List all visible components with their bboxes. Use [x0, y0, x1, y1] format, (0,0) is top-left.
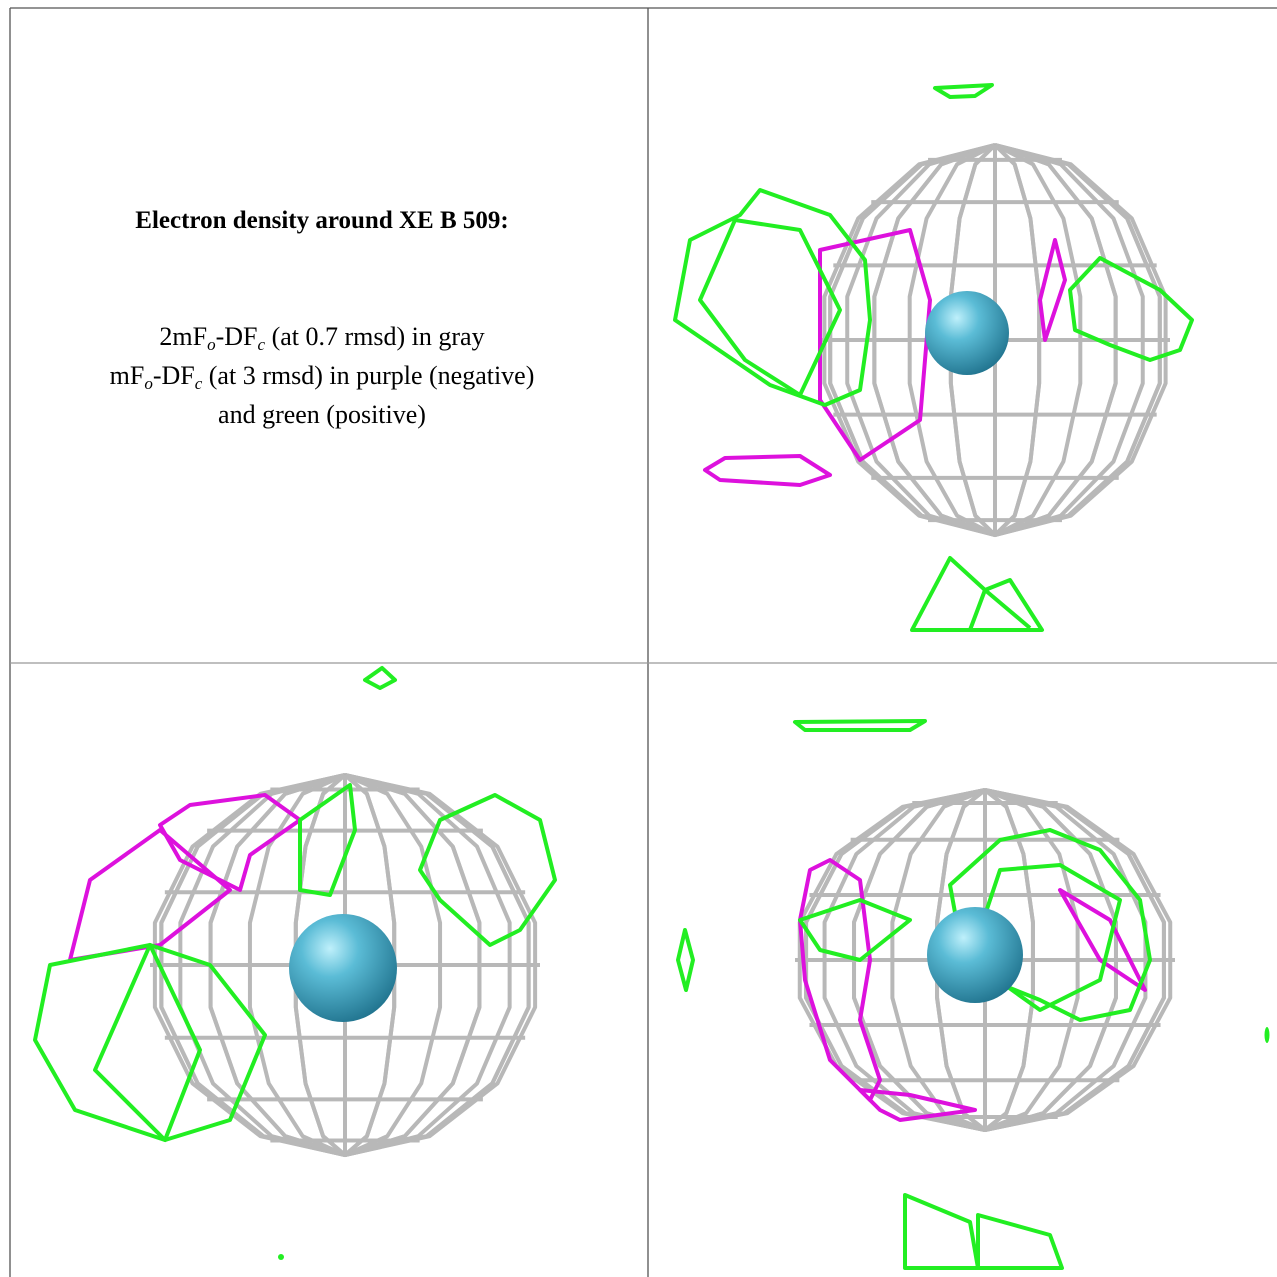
positive-density	[1264, 1027, 1270, 1043]
positive-density	[676, 928, 695, 992]
text-segment: -DF	[153, 361, 195, 390]
positive-density	[418, 793, 557, 947]
positive-density	[910, 556, 1044, 632]
negative-density	[858, 1088, 977, 1122]
text-segment: mF	[110, 361, 145, 390]
positive-density	[93, 943, 202, 1142]
xenon-atom	[289, 914, 397, 1022]
negative-density	[798, 858, 882, 1102]
xenon-atom	[927, 907, 1023, 1003]
negative-density	[68, 828, 232, 962]
negative-density	[818, 228, 932, 462]
positive-density	[698, 218, 842, 397]
positive-density	[33, 943, 267, 1142]
negative-density	[1038, 238, 1067, 342]
density-cage	[795, 788, 1175, 1132]
text-segment: and green (positive)	[218, 400, 426, 429]
legend-line: 2mFo-DFc (at 0.7 rmsd) in gray	[159, 322, 484, 354]
positive-density	[798, 898, 912, 962]
panel-title: Electron density around XE B 509:	[135, 207, 508, 234]
positive-density	[976, 1213, 1064, 1270]
subscript: o	[207, 335, 216, 354]
positive-density	[968, 588, 1032, 631]
positive-density	[673, 188, 872, 407]
xenon-atom	[925, 291, 1009, 375]
negative-density	[158, 793, 302, 892]
positive-density	[793, 719, 927, 732]
legend-line: mFo-DFc (at 3 rmsd) in purple (negative)	[110, 361, 535, 393]
positive-density	[933, 83, 994, 99]
negative-density	[703, 454, 832, 487]
subscript: c	[195, 374, 203, 393]
positive-density	[278, 1254, 284, 1260]
text-segment: (at 0.7 rmsd) in gray	[265, 322, 485, 351]
subscript: o	[144, 374, 153, 393]
positive-density	[1068, 256, 1194, 362]
positive-density	[363, 666, 397, 690]
text-segment: -DF	[216, 322, 258, 351]
text-segment: 2mF	[159, 322, 207, 351]
positive-density	[903, 1193, 980, 1270]
positive-density	[298, 783, 357, 897]
renders	[33, 83, 1270, 1270]
panel-borders	[9, 7, 1277, 1277]
subscript: c	[258, 335, 266, 354]
legend-line: and green (positive)	[218, 400, 426, 429]
negative-density	[1058, 888, 1147, 992]
text-segment: (at 3 rmsd) in purple (negative)	[202, 361, 534, 390]
